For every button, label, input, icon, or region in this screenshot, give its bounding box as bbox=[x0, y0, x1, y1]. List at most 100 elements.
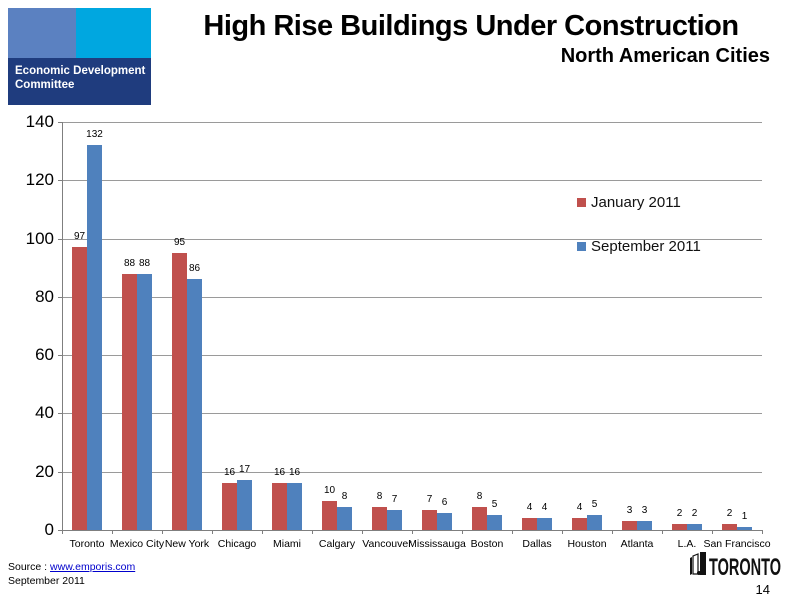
x-axis-category-label: Houston bbox=[567, 538, 607, 550]
legend-item-september: September 2011 bbox=[577, 238, 701, 255]
y-axis-label: 20 bbox=[35, 462, 54, 481]
bar-january bbox=[322, 501, 337, 530]
y-axis-tick bbox=[58, 530, 62, 531]
x-axis-tick bbox=[662, 530, 663, 534]
edc-logo-text-line2: Committee bbox=[15, 79, 75, 91]
toronto-city-logo: TORONTO bbox=[688, 549, 783, 583]
bar-january bbox=[572, 518, 587, 530]
bar-value-label: 4 bbox=[576, 502, 583, 513]
bar-value-label: 5 bbox=[491, 499, 498, 510]
edc-logo-square-blue bbox=[8, 8, 76, 58]
legend-label-january: January 2011 bbox=[591, 194, 681, 211]
bar-value-label: 4 bbox=[526, 502, 533, 513]
x-axis-tick bbox=[462, 530, 463, 534]
edc-logo-text-line1: Economic Development bbox=[15, 65, 146, 77]
bar-value-label: 3 bbox=[626, 505, 633, 516]
y-axis-label: 120 bbox=[25, 170, 54, 189]
gridline-20 bbox=[62, 472, 762, 473]
y-axis-label: 60 bbox=[35, 345, 54, 364]
y-axis-label: 80 bbox=[35, 287, 54, 306]
bar-january bbox=[222, 483, 237, 530]
y-axis-tick bbox=[58, 472, 62, 473]
edc-logo-square-cyan bbox=[76, 8, 151, 58]
x-axis-category-label: Miami bbox=[273, 538, 301, 550]
source-link[interactable]: www.emporis.com bbox=[50, 561, 136, 573]
x-axis-tick bbox=[762, 530, 763, 534]
bar-value-label: 7 bbox=[391, 494, 398, 505]
x-axis-tick bbox=[212, 530, 213, 534]
x-axis-tick bbox=[312, 530, 313, 534]
gridline-120 bbox=[62, 180, 762, 181]
x-axis-tick bbox=[362, 530, 363, 534]
y-axis-tick bbox=[58, 413, 62, 414]
x-axis-tick bbox=[112, 530, 113, 534]
bar-value-label: 16 bbox=[288, 467, 301, 478]
bar-september bbox=[637, 521, 652, 530]
edc-logo-band: Economic Development Committee bbox=[8, 58, 151, 105]
x-axis-category-label: Atlanta bbox=[620, 538, 654, 550]
bar-value-label: 86 bbox=[188, 263, 201, 274]
bar-september bbox=[137, 274, 152, 530]
bar-september bbox=[537, 518, 552, 530]
bar-value-label: 4 bbox=[541, 502, 548, 513]
bar-value-label: 95 bbox=[173, 237, 186, 248]
bar-value-label: 10 bbox=[323, 485, 336, 496]
bar-value-label: 8 bbox=[341, 491, 348, 502]
gridline-40 bbox=[62, 413, 762, 414]
x-axis-category-label: Dallas bbox=[522, 538, 552, 550]
x-axis-category-label: Mississauga bbox=[408, 538, 466, 550]
bar-january bbox=[722, 524, 737, 530]
x-axis-tick bbox=[562, 530, 563, 534]
bar-value-label: 8 bbox=[476, 491, 483, 502]
bar-september bbox=[87, 145, 102, 530]
x-axis-tick bbox=[512, 530, 513, 534]
bar-september bbox=[587, 515, 602, 530]
bar-september bbox=[737, 527, 752, 530]
toronto-city-hall-icon: TORONTO bbox=[690, 552, 781, 581]
source-prefix: Source : bbox=[8, 561, 51, 573]
bar-value-label: 5 bbox=[591, 499, 598, 510]
edc-logo-squares bbox=[8, 8, 151, 58]
x-axis-tick bbox=[262, 530, 263, 534]
y-axis-tick bbox=[58, 297, 62, 298]
bar-january bbox=[422, 510, 437, 530]
bar-value-label: 17 bbox=[238, 464, 251, 475]
bar-value-label: 2 bbox=[676, 508, 683, 519]
bar-september bbox=[287, 483, 302, 530]
bar-september bbox=[487, 515, 502, 530]
x-axis-category-label: Toronto bbox=[69, 538, 105, 550]
bar-value-label: 3 bbox=[641, 505, 648, 516]
legend-item-january: January 2011 bbox=[577, 194, 681, 211]
bar-september bbox=[437, 513, 452, 530]
x-axis-category-label: L.A. bbox=[677, 538, 697, 550]
bar-january bbox=[72, 247, 87, 530]
y-axis-label: 140 bbox=[25, 112, 54, 131]
page-number: 14 bbox=[755, 582, 770, 597]
y-axis-label: 0 bbox=[44, 520, 54, 539]
bar-value-label: 8 bbox=[376, 491, 383, 502]
x-axis-tick bbox=[612, 530, 613, 534]
y-axis-tick bbox=[58, 180, 62, 181]
bar-value-label: 2 bbox=[726, 508, 733, 519]
x-axis-category-label: Boston bbox=[470, 538, 504, 550]
bar-january bbox=[622, 521, 637, 530]
bar-value-label: 88 bbox=[138, 258, 151, 269]
bar-value-label: 16 bbox=[223, 467, 236, 478]
y-axis-line bbox=[62, 122, 63, 530]
x-axis-category-label: Vancouver bbox=[362, 538, 412, 550]
edc-committee-logo: Economic Development Committee bbox=[8, 8, 151, 105]
page-title: High Rise Buildings Under Construction bbox=[203, 10, 739, 42]
bar-value-label: 1 bbox=[741, 511, 748, 522]
bar-value-label: 132 bbox=[86, 129, 103, 140]
bar-value-label: 6 bbox=[441, 497, 448, 508]
gridline-80 bbox=[62, 297, 762, 298]
y-axis-tick bbox=[58, 355, 62, 356]
title-block: High Rise Buildings Under Construction N… bbox=[158, 10, 784, 68]
gridline-100 bbox=[62, 239, 762, 240]
bar-value-label: 7 bbox=[426, 494, 433, 505]
legend-swatch-september bbox=[577, 242, 586, 251]
bar-value-label: 97 bbox=[73, 231, 86, 242]
bar-january bbox=[522, 518, 537, 530]
